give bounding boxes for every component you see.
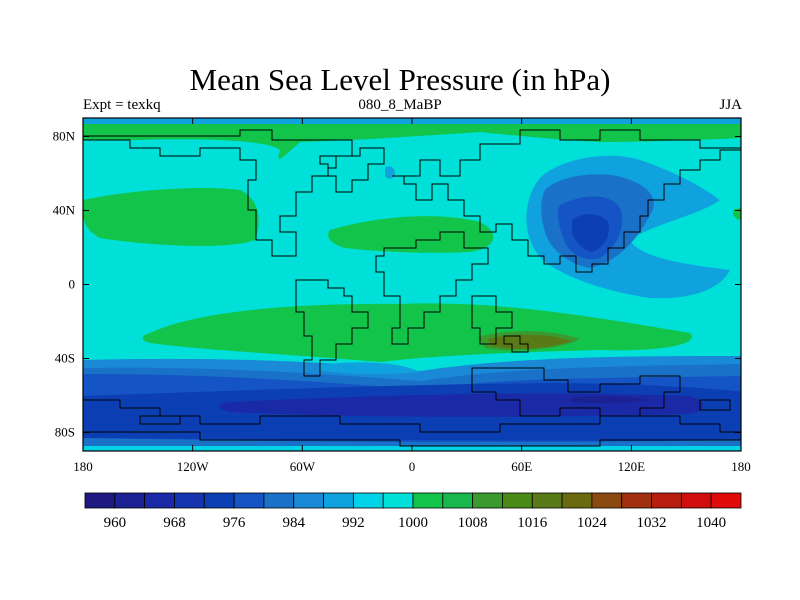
colorbar-swatch	[502, 492, 533, 509]
y-tick-label: 40N	[53, 203, 76, 218]
colorbar-swatch	[412, 492, 444, 509]
coastline-north-america	[83, 129, 353, 257]
coastlines	[83, 129, 741, 447]
colorbar-swatch	[293, 492, 324, 509]
colorbar-swatch	[710, 492, 742, 509]
coastline-africa	[375, 231, 489, 345]
colorbar-label: 968	[163, 515, 186, 531]
season-label: JJA	[719, 97, 742, 113]
contour-fill-atlantic-high	[83, 188, 259, 246]
colorbar-label: 1032	[637, 515, 667, 531]
colorbar-label: 1000	[398, 515, 428, 531]
colorbar-swatch	[174, 492, 205, 509]
colorbar-swatch	[233, 492, 265, 509]
contour-fill-south-964	[570, 396, 650, 404]
colorbar-label: 992	[342, 515, 365, 531]
x-tick-label: 60W	[290, 459, 316, 474]
x-tick-label: 180	[73, 459, 93, 474]
colorbar-swatch	[621, 492, 652, 509]
colorbar-label: 1040	[696, 515, 726, 531]
colorbar-swatch	[591, 492, 623, 509]
colorbar-swatch	[680, 492, 712, 509]
colorbar-swatch	[352, 492, 384, 509]
colorbar-swatch	[442, 492, 474, 509]
colorbar: 960 968 976 984 992 1000 1008 1016 1024 1032 1040	[84, 492, 742, 531]
coastline-eurasia	[392, 129, 741, 273]
x-tick-label: 60E	[511, 459, 532, 474]
y-tick-label: 80S	[55, 425, 75, 440]
coastline-antarctica	[83, 399, 741, 447]
colorbar-swatch	[531, 492, 563, 509]
colorbar-label: 984	[282, 515, 305, 531]
period-label: 080_8_MaBP	[358, 97, 442, 113]
y-axis: 80N 40N 0 40S 80S	[53, 129, 741, 440]
contour-fill-asian-low-976	[572, 214, 610, 252]
x-tick-label: 120E	[618, 459, 646, 474]
colorbar-swatch	[382, 492, 414, 509]
colorbar-label: 1024	[577, 515, 608, 531]
contour-fill-south-high-1020	[488, 334, 572, 349]
contour-plot-area	[83, 118, 741, 451]
contour-fill-pacific-high	[328, 216, 494, 253]
x-tick-label: 0	[409, 459, 416, 474]
colorbar-label: 1008	[458, 515, 488, 531]
colorbar-swatch	[263, 492, 295, 509]
coastline-india	[471, 295, 513, 345]
experiment-label: Expt = texkq	[83, 97, 161, 113]
coastline-south-america	[295, 279, 369, 377]
coastline-australia	[471, 367, 681, 417]
colorbar-swatch	[472, 492, 503, 509]
colorbar-swatch	[144, 492, 175, 509]
contour-fill-south-high-1004	[142, 303, 692, 362]
colorbar-label: 976	[223, 515, 246, 531]
y-tick-label: 80N	[53, 129, 76, 144]
colorbar-swatch	[114, 492, 146, 509]
x-axis: 180 120W 60W 0 60E 120E 180	[73, 118, 751, 474]
colorbar-swatch	[203, 492, 235, 509]
coastline-southern-islands	[139, 399, 731, 425]
y-tick-label: 0	[69, 277, 76, 292]
colorbar-swatch	[651, 492, 682, 509]
y-tick-label: 40S	[55, 351, 75, 366]
colorbar-label: 1016	[517, 515, 548, 531]
x-tick-label: 120W	[177, 459, 210, 474]
coastline-greenland	[319, 147, 385, 193]
map-title: Mean Sea Level Pressure (in hPa)	[189, 62, 611, 97]
colorbar-swatch	[84, 492, 116, 509]
colorbar-swatch	[323, 492, 354, 509]
colorbar-label: 960	[104, 515, 127, 531]
colorbar-swatch	[561, 492, 593, 509]
contour-fill-southern-patch	[320, 362, 420, 375]
x-tick-label: 180	[731, 459, 751, 474]
coastline-antarctic-peninsula	[503, 335, 529, 353]
